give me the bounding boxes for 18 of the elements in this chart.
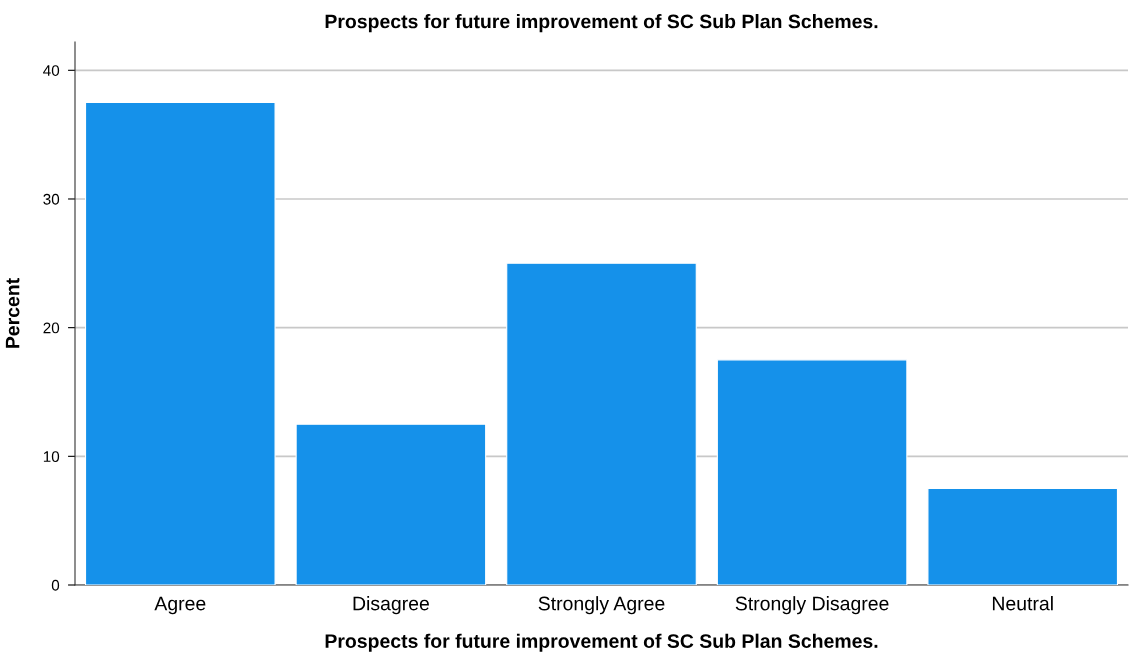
y-axis-title: Percent [5,278,20,348]
y-tick-label: 0 [51,579,60,591]
chart-title: Prospects for future improvement of SC Sub Plan Schemes. [325,14,878,33]
bar [927,487,1119,585]
x-tick-label: Disagree [353,596,429,615]
y-tick-label: 40 [43,65,60,76]
bar [295,423,487,585]
x-tick-label: Neutral [992,596,1053,611]
x-tick-label: Agree [154,596,206,615]
x-tick-label: Strongly Agree [538,596,665,615]
x-tick-label: Strongly Disagree [735,596,889,615]
y-tick-label: 30 [43,193,60,205]
bar [506,262,697,585]
y-tick-label: 10 [43,451,60,463]
y-tick-label: 20 [43,322,60,334]
bar [716,359,908,585]
x-axis-title: Prospects for future improvement of SC Sub Plan Schemes. [325,633,878,652]
bar [84,101,276,585]
